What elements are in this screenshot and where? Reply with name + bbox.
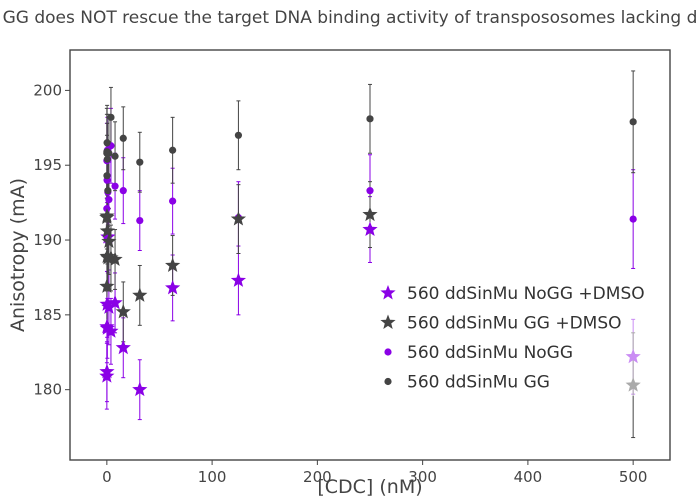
y-tick-label: 180 — [33, 381, 62, 399]
y-axis-title: Anisotropy (mA) — [7, 178, 29, 332]
star-point-560-ddsinmu-nogg-dmso — [230, 272, 247, 287]
circle-point-560-ddsinmu-nogg — [111, 182, 119, 190]
legend-label: 560 ddSinMu GG — [407, 373, 550, 393]
legend-circle-marker — [384, 377, 392, 386]
circle-point-560-ddsinmu-nogg — [629, 215, 637, 223]
circle-point-560-ddsinmu-gg — [629, 118, 637, 126]
star-point-560-ddsinmu-gg-dmso — [362, 206, 378, 222]
star-point-560-ddsinmu-nogg-dmso — [103, 323, 119, 338]
star-point-560-ddsinmu-nogg-dmso — [107, 294, 123, 310]
legend-circle-marker — [384, 348, 392, 356]
circle-point-560-ddsinmu-gg — [234, 131, 243, 139]
circle-point-560-ddsinmu-gg — [103, 139, 111, 147]
x-tick-label: 100 — [198, 468, 227, 486]
star-point-560-ddsinmu-nogg-dmso — [165, 279, 181, 295]
legend-label: 560 ddSinMu NoGG — [407, 343, 573, 363]
y-tick-label: 200 — [33, 81, 62, 99]
circle-point-560-ddsinmu-nogg — [136, 216, 144, 225]
circle-point-560-ddsinmu-gg — [169, 146, 177, 154]
circle-point-560-ddsinmu-nogg — [105, 196, 113, 204]
chart-title: GG does NOT rescue the target DNA bindin… — [3, 8, 698, 28]
star-point-560-ddsinmu-gg-dmso — [132, 287, 148, 302]
legend-label: 560 ddSinMu NoGG +DMSO — [407, 284, 645, 304]
star-point-560-ddsinmu-nogg-dmso — [99, 363, 115, 379]
circle-point-560-ddsinmu-gg — [366, 115, 374, 123]
star-point-560-ddsinmu-gg-dmso — [230, 211, 247, 226]
x-tick-label: 500 — [619, 468, 648, 486]
legend-background — [372, 277, 668, 396]
y-tick-label: 190 — [33, 231, 62, 249]
circle-point-560-ddsinmu-gg — [103, 155, 111, 163]
star-point-560-ddsinmu-nogg-dmso — [101, 299, 117, 314]
circle-point-560-ddsinmu-nogg — [119, 187, 127, 195]
legend-label: 560 ddSinMu GG +DMSO — [407, 314, 622, 334]
x-axis-title: [CDC] (nM) — [317, 476, 422, 498]
star-point-560-ddsinmu-gg-dmso — [101, 233, 117, 248]
x-tick-label: 300 — [408, 468, 437, 486]
legend: 560 ddSinMu NoGG +DMSO 560 ddSinMu GG +DM… — [372, 277, 668, 396]
x-tick-label: 400 — [514, 468, 543, 486]
circle-point-560-ddsinmu-gg — [105, 149, 113, 157]
star-point-560-ddsinmu-gg-dmso — [99, 223, 115, 238]
circle-point-560-ddsinmu-gg — [119, 134, 127, 142]
circle-point-560-ddsinmu-gg — [136, 158, 144, 166]
star-point-560-ddsinmu-gg-dmso — [99, 278, 115, 293]
star-point-560-ddsinmu-gg-dmso — [165, 257, 181, 272]
circle-point-560-ddsinmu-gg — [103, 172, 111, 180]
legend-star-marker — [380, 314, 396, 329]
data-markers — [99, 113, 641, 397]
y-tick-label: 195 — [33, 156, 62, 174]
x-tick-label: 0 — [102, 468, 112, 486]
star-point-560-ddsinmu-gg-dmso — [115, 303, 131, 319]
star-point-560-ddsinmu-nogg-dmso — [362, 221, 378, 237]
legend-star-marker — [380, 285, 396, 300]
circle-point-560-ddsinmu-gg — [104, 187, 112, 195]
star-point-560-ddsinmu-nogg-dmso — [99, 296, 115, 311]
x-tick-label: 200 — [303, 468, 332, 486]
circle-point-560-ddsinmu-nogg — [169, 197, 177, 205]
star-point-560-ddsinmu-nogg-dmso — [115, 339, 131, 355]
star-point-560-ddsinmu-nogg-dmso — [99, 368, 115, 383]
circle-point-560-ddsinmu-nogg — [366, 187, 374, 195]
axis-ticks: 0 100 200 300 400 500 180 185 190 195 200 — [33, 81, 647, 486]
star-point-560-ddsinmu-nogg-dmso — [132, 381, 148, 397]
star-point-560-ddsinmu-gg-dmso — [107, 251, 123, 266]
star-point-560-ddsinmu-nogg-dmso — [99, 320, 115, 335]
circle-point-560-ddsinmu-gg — [107, 113, 115, 121]
y-tick-label: 185 — [33, 306, 62, 324]
circle-point-560-ddsinmu-gg — [111, 152, 119, 160]
star-point-560-ddsinmu-gg-dmso — [99, 208, 115, 223]
